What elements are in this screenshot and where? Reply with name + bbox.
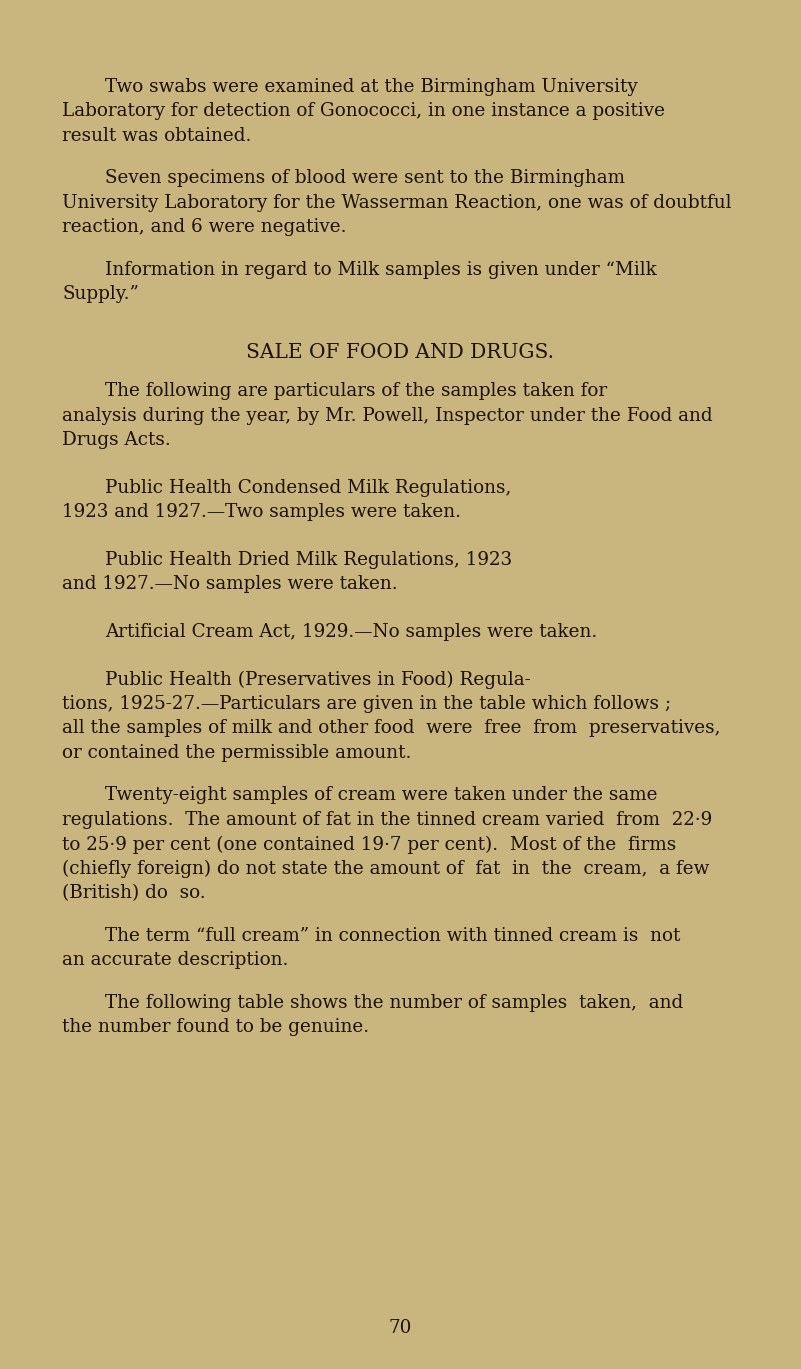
Text: Seven specimens of blood were sent to the Birmingham: Seven specimens of blood were sent to th… bbox=[105, 170, 625, 188]
Text: (British) do  so.: (British) do so. bbox=[62, 884, 206, 902]
Text: 70: 70 bbox=[388, 1318, 413, 1338]
Text: Twenty-eight samples of cream were taken under the same: Twenty-eight samples of cream were taken… bbox=[105, 787, 658, 805]
Text: reaction, and 6 were negative.: reaction, and 6 were negative. bbox=[62, 219, 347, 237]
Text: regulations.  The amount of fat in the tinned cream varied  from  22·9: regulations. The amount of fat in the ti… bbox=[62, 810, 712, 830]
Text: The following table shows the number of samples  taken,  and: The following table shows the number of … bbox=[105, 994, 683, 1012]
Text: Public Health (Preservatives in Food) Regula-: Public Health (Preservatives in Food) Re… bbox=[105, 671, 531, 689]
Text: Two swabs were examined at the Birmingham University: Two swabs were examined at the Birmingha… bbox=[105, 78, 638, 96]
Text: result was obtained.: result was obtained. bbox=[62, 127, 252, 145]
Text: Supply.”: Supply.” bbox=[62, 286, 139, 304]
Text: Public Health Condensed Milk Regulations,: Public Health Condensed Milk Regulations… bbox=[105, 479, 511, 497]
Text: all the samples of milk and other food  were  free  from  preservatives,: all the samples of milk and other food w… bbox=[62, 720, 721, 738]
Text: 1923 and 1927.—Two samples were taken.: 1923 and 1927.—Two samples were taken. bbox=[62, 504, 461, 522]
Text: Drugs Acts.: Drugs Acts. bbox=[62, 431, 171, 449]
Text: the number found to be genuine.: the number found to be genuine. bbox=[62, 1019, 369, 1036]
Text: The term “full cream” in connection with tinned cream is  not: The term “full cream” in connection with… bbox=[105, 927, 680, 945]
Text: analysis during the year, by Mr. Powell, Inspector under the Food and: analysis during the year, by Mr. Powell,… bbox=[62, 407, 713, 424]
Text: Public Health Dried Milk Regulations, 1923: Public Health Dried Milk Regulations, 19… bbox=[105, 550, 512, 570]
Text: Artificial Cream Act, 1929.—No samples were taken.: Artificial Cream Act, 1929.—No samples w… bbox=[105, 623, 598, 641]
Text: an accurate description.: an accurate description. bbox=[62, 951, 288, 969]
Text: to 25·9 per cent (one contained 19·7 per cent).  Most of the  firms: to 25·9 per cent (one contained 19·7 per… bbox=[62, 835, 676, 854]
Text: The following are particulars of the samples taken for: The following are particulars of the sam… bbox=[105, 382, 607, 401]
Text: University Laboratory for the Wasserman Reaction, one was of doubtful: University Laboratory for the Wasserman … bbox=[62, 194, 731, 212]
Text: Information in regard to Milk samples is given under “Milk: Information in regard to Milk samples is… bbox=[105, 261, 657, 279]
Text: or contained the permissible amount.: or contained the permissible amount. bbox=[62, 743, 412, 763]
Text: Laboratory for detection of Gonococci, in one instance a positive: Laboratory for detection of Gonococci, i… bbox=[62, 103, 665, 120]
Text: (chiefly foreign) do not state the amount of  fat  in  the  cream,  a few: (chiefly foreign) do not state the amoun… bbox=[62, 860, 710, 879]
Text: tions, 1925-27.—Particulars are given in the table which follows ;: tions, 1925-27.—Particulars are given in… bbox=[62, 695, 671, 713]
Text: SALE OF FOOD AND DRUGS.: SALE OF FOOD AND DRUGS. bbox=[247, 344, 554, 361]
Text: and 1927.—No samples were taken.: and 1927.—No samples were taken. bbox=[62, 575, 397, 594]
